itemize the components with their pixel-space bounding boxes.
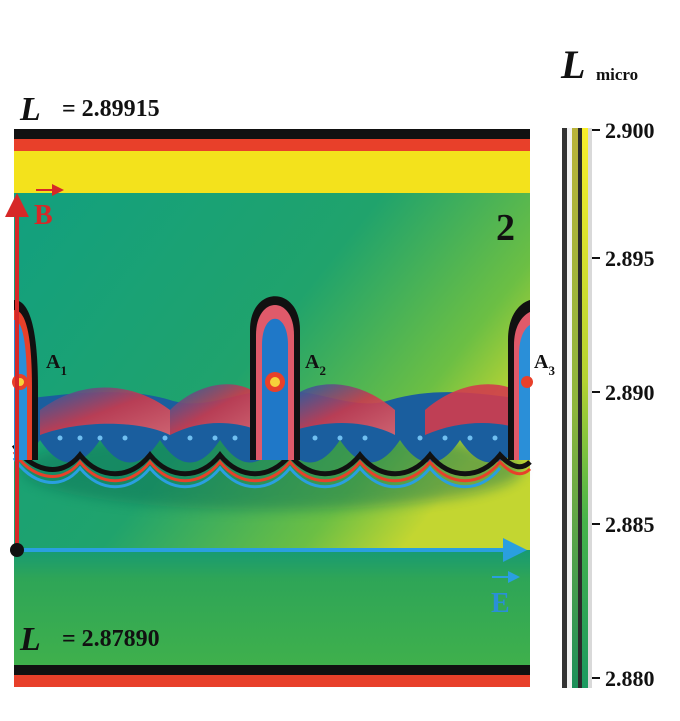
colorbar-tick-label: 2.895 [605,246,655,271]
colorbar-title-sub: micro [596,65,638,84]
b-vector-label: B [34,200,53,231]
bottom-l-symbol: L [19,621,41,658]
stripe-black-top [14,129,530,139]
colorbar-title-symbol: L [560,42,585,87]
peak-a3 [508,300,533,460]
marker-a3: A3 [534,351,555,378]
lower-background [14,550,530,665]
marker-a1: A1 [46,351,67,378]
stripe-red-top [14,139,530,151]
stripe-red-bottom [14,675,530,687]
colorbar-ticks [592,129,600,679]
marker-a2: A2 [305,351,326,378]
colorbar-tick-label: 2.890 [605,380,655,405]
top-l-symbol: L [19,91,41,128]
stripe-black-bottom [14,665,530,675]
e-vector-label: E [491,588,510,619]
colorbar-tick-label: 2.885 [605,512,655,537]
colorbar-tick-label: 2.900 [605,118,655,143]
wave-structure [11,384,532,489]
colorbar-tick-label: 2.880 [605,666,655,691]
top-l-value: = 2.89915 [62,96,160,122]
panel-number: 2 [496,207,515,249]
bottom-l-value: = 2.87890 [62,626,160,652]
stripe-yellow-top [14,151,530,193]
axis-origin [10,543,24,557]
colorbar: L micro 2.900 2.895 2.890 2.885 2.880 [560,42,655,691]
bead-row [57,435,498,441]
peak-a2 [250,296,300,460]
